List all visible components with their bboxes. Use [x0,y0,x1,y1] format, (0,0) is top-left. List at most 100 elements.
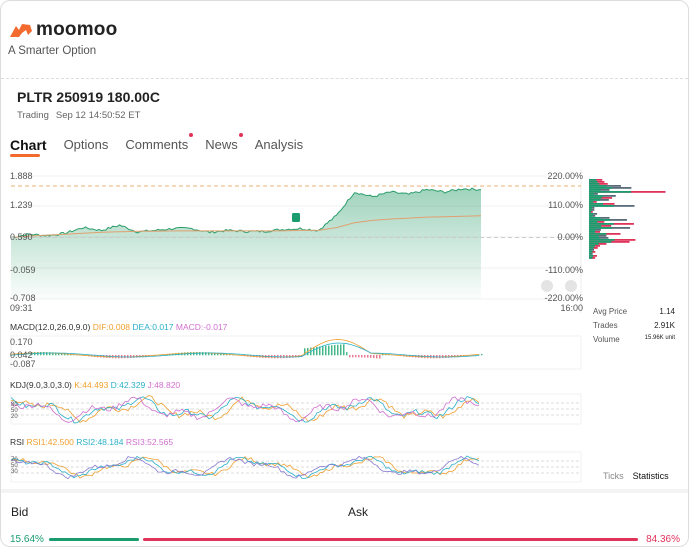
bid-ratio-bar [49,538,140,541]
notification-dot [189,133,194,137]
contract-title: PLTR 250919 180.00C [17,89,160,105]
macd-histogram-bar [367,355,369,358]
macd-histogram-bar [61,352,63,356]
macd-frame [10,335,582,370]
macd-histogram-bar [376,355,378,359]
volume-profile-bar [589,221,598,223]
macd-histogram-bar [199,352,201,356]
macd-histogram-bar [364,355,366,358]
rsi-legend: RSI RSI1:42.500 RSI2:48.184 RSI3:52.565 [10,437,174,447]
pct-tick: 110.00% [548,200,583,210]
tab-news[interactable]: News [205,133,243,153]
ask-ratio-bar [143,538,638,541]
volume-profile-bar [589,183,600,185]
macd-histogram-bar [325,345,327,356]
macd-histogram-bar [43,352,45,356]
moomoo-logo: moomoo [9,19,117,41]
volume-profile-bar [589,235,599,237]
ticks-tab[interactable]: Ticks [603,471,624,481]
tab-chart[interactable]: Chart [10,137,47,157]
macd-histogram-bar [337,344,339,356]
zoom-out-icon[interactable] [541,280,553,292]
pct-tick: -110.00% [545,265,583,275]
y-tick: 1.239 [10,200,33,210]
statistics-tab[interactable]: Statistics [632,471,669,481]
rsi-line [10,455,480,479]
volume-profile-bar [589,187,613,189]
x-tick: 16:00 [560,303,583,313]
intraday-chart[interactable] [1,1,689,491]
macd-histogram-bar [331,345,333,356]
macd-histogram-bar [49,352,51,356]
volume-profile-bar [589,253,592,255]
macd-dea-line [10,342,480,358]
tab-analysis[interactable]: Analysis [254,137,304,152]
x-tick: 09:31 [10,303,33,313]
macd-histogram-bar [46,352,48,356]
macd-histogram-bar [358,355,360,358]
macd-tick: -0.087 [10,359,36,369]
stat-trades: Trades 2.91K [593,321,675,330]
volume-profile-bar [589,209,592,211]
volume-profile-bar [589,239,615,241]
macd-histogram-bar [319,346,321,356]
timestamp: Sep 12 14:50:52 ET [55,110,141,121]
volume-profile-bar [589,211,592,213]
pct-tick: 0.00% [557,232,583,242]
ask-percent: 84.36% [646,534,680,545]
slogan: A Smarter Option [8,45,97,57]
macd-histogram-bar [361,355,363,358]
macd-histogram-bar [343,344,345,356]
volume-profile-bar [589,241,612,243]
macd-histogram-bar [352,355,354,358]
volume-profile-bar [589,205,615,207]
volume-profile-bar [589,247,594,249]
macd-histogram-bar [313,347,315,356]
volume-profile-bar [589,227,612,229]
section-separator [1,489,688,493]
price-line [10,187,482,239]
volume-profile-bar [589,233,607,235]
rsi-tick: 70 [11,457,18,463]
volume-profile-bar [589,203,604,205]
average-price-line [10,215,482,238]
trading-status: Trading [17,110,49,121]
macd-histogram-bar [214,352,216,356]
macd-tick: 0.042 [10,350,33,360]
macd-histogram-bar [481,353,483,356]
y-tick: -0.708 [10,293,36,303]
macd-histogram-bar [172,353,174,356]
stat-volume: Volume 15.96K unit [593,335,675,344]
divider [1,78,688,79]
volume-profile-bar [589,207,592,209]
macd-legend: MACD(12.0,26.0,9.0) DIF:0.008 DEA:0.017 … [10,322,228,332]
y-tick: -0.059 [10,265,36,275]
macd-histogram-bar [202,352,204,356]
volume-profile-bar [589,223,614,225]
volume-profile-bar [589,215,593,217]
macd-histogram-bar [211,352,213,356]
volume-profile-bar [589,195,604,197]
stat-avg-price: Avg Price 1.14 [593,307,675,316]
tab-comments[interactable]: Comments [125,133,194,153]
macd-dif-line [10,339,480,358]
ticks-statistics-toggle: Ticks Statistics [593,467,683,485]
volume-profile-bar [589,257,593,259]
volume-profile-bar [589,219,610,221]
volume-profile-bar [589,249,592,251]
tab-options[interactable]: Options [63,137,109,152]
macd-histogram-bar [58,352,60,356]
kdj-line [10,396,479,423]
y-tick: 1.888 [10,171,33,181]
rsi-line [10,456,480,479]
macd-histogram-bar [322,346,324,356]
macd-histogram-bar [52,352,54,356]
rsi-line [10,455,480,480]
jump-to-latest-icon[interactable] [565,280,577,292]
volume-profile-bar [589,225,602,227]
kdj-tick: 20 [11,414,18,420]
macd-histogram-bar [208,352,210,356]
quote-status: Trading Sep 12 14:50:52 ET [17,110,147,121]
brand-name: moomoo [36,19,118,40]
